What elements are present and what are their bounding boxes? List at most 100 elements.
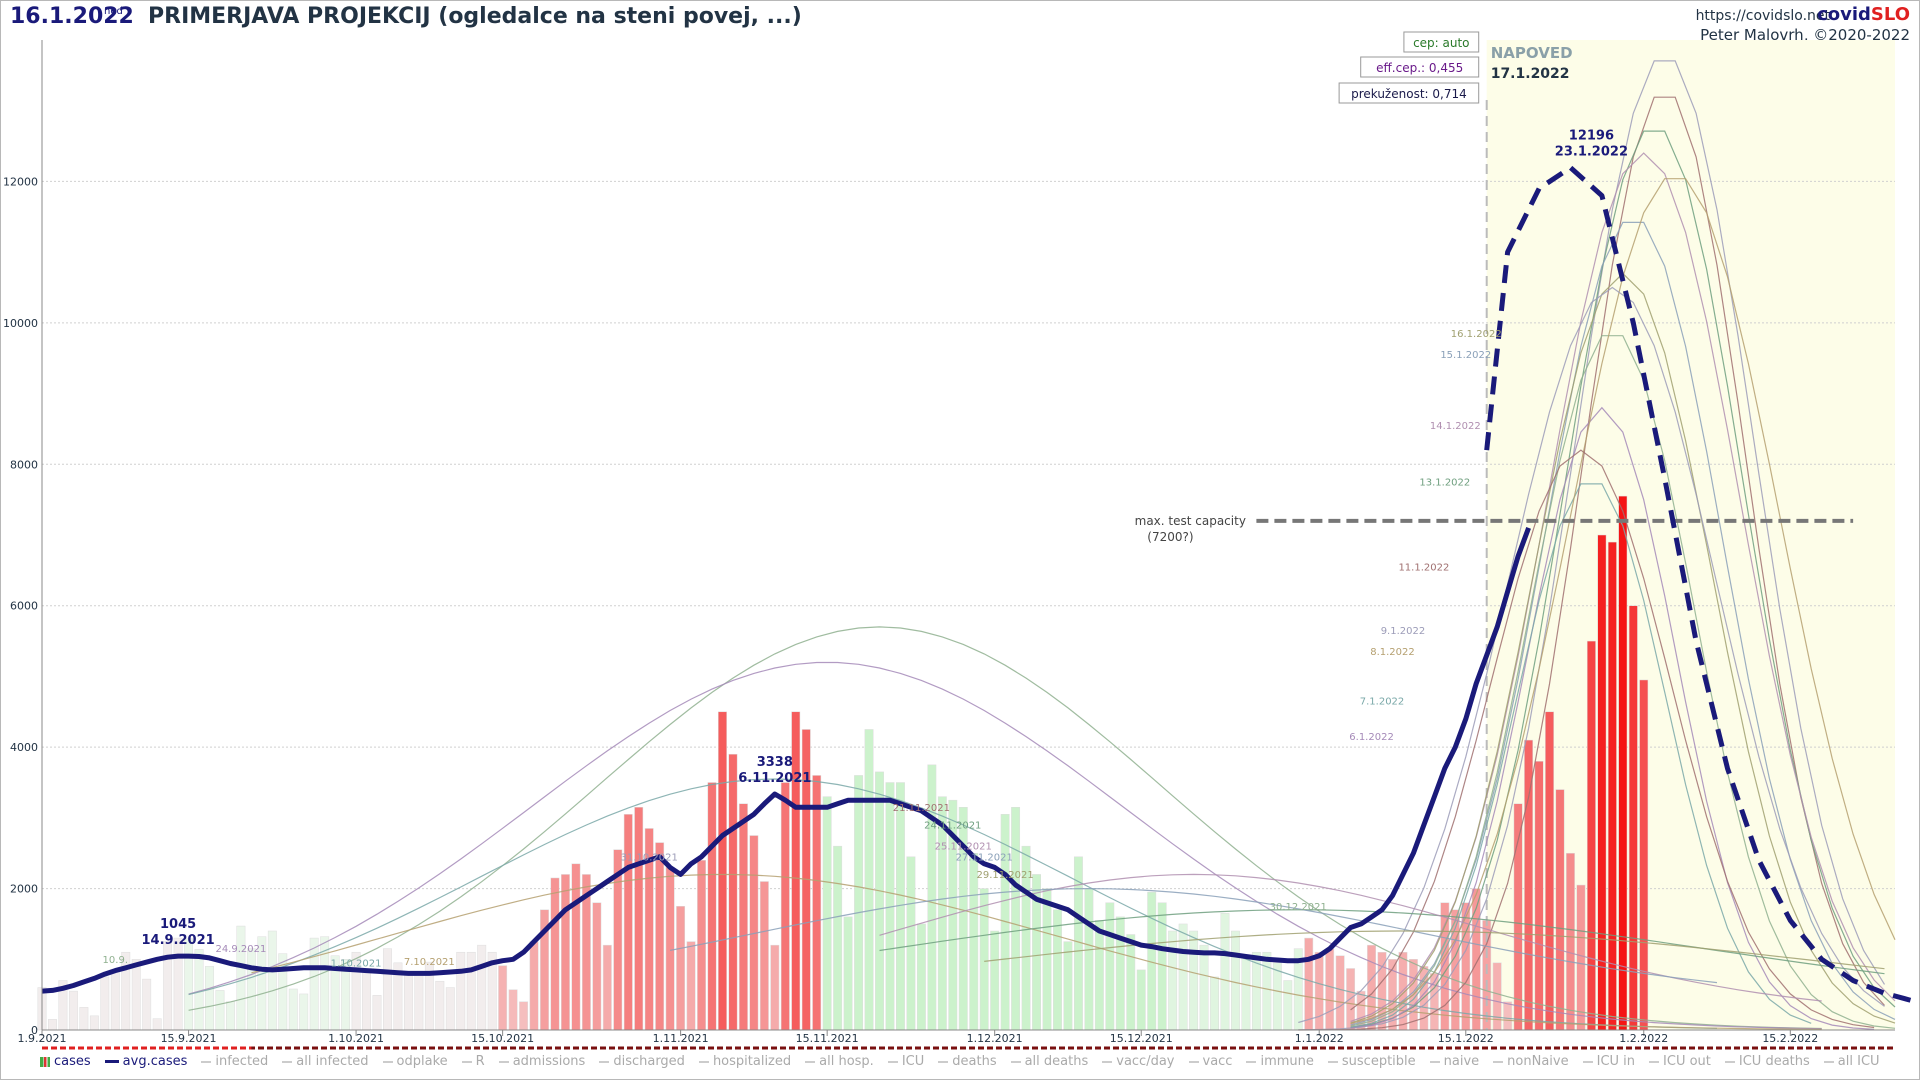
legend-swatch — [498, 1060, 509, 1063]
projection-date-label: 27.11.2021 — [956, 852, 1013, 863]
legend-item[interactable]: odplake — [382, 1054, 448, 1069]
legend-swatch — [1823, 1060, 1834, 1063]
daily-cases-bar — [1555, 789, 1565, 1031]
projection-date-label: 29.11.2021 — [977, 870, 1034, 881]
legend-swatch — [805, 1060, 816, 1063]
daily-cases-bar — [68, 990, 78, 1031]
projection-curve — [1350, 221, 1896, 1026]
legend-item[interactable]: ICU in — [1582, 1054, 1635, 1069]
daily-cases-bar — [1178, 923, 1188, 1031]
daily-cases-bar — [916, 923, 926, 1031]
legend-swatch — [1493, 1060, 1504, 1063]
daily-cases-bar — [1053, 909, 1062, 1031]
forecast-line — [1484, 165, 1917, 1005]
daily-cases-bar — [1503, 1001, 1513, 1031]
site-url[interactable]: https://covidslo.net — [1695, 8, 1830, 24]
projection-date-label: 9.1.2022 — [1381, 626, 1426, 637]
legend-item[interactable]: ICU out — [1649, 1054, 1711, 1069]
brand-part-b: SLO — [1870, 4, 1910, 25]
x-tick-label: 15.2.2022 — [1762, 1032, 1818, 1045]
daily-cases-bar — [728, 753, 738, 1031]
daily-cases-bar — [1576, 884, 1586, 1031]
param-cep-box-text: cep: auto — [1413, 36, 1469, 50]
projection-curve — [188, 778, 1718, 1029]
legend-label: all ICU — [1837, 1054, 1880, 1069]
x-tick-label: 15.9.2021 — [161, 1032, 217, 1045]
legend-label: avg.cases — [122, 1054, 188, 1069]
projection-date-label: 30.12.2021 — [1270, 902, 1327, 913]
legend-item[interactable]: infected — [201, 1054, 268, 1069]
legend-label: nonNaive — [1507, 1054, 1569, 1069]
projection-curve — [188, 661, 1822, 1030]
legend-item[interactable]: discharged — [599, 1054, 685, 1069]
legend-item[interactable]: all infected — [282, 1054, 369, 1069]
daily-cases-bar — [686, 941, 696, 1031]
daily-cases-bar — [707, 782, 717, 1031]
projection-curve — [188, 626, 1822, 1030]
projection-date-label: 7.1.2022 — [1360, 697, 1405, 708]
daily-cases-bar — [623, 814, 633, 1031]
forecast-date: 17.1.2022 — [1491, 66, 1570, 82]
daily-cases-bar — [529, 941, 539, 1031]
legend-item[interactable]: R — [461, 1054, 485, 1069]
projection-date-label: 1.10.2021 — [331, 958, 382, 969]
param-eff-cep-box-text: eff.cep.: 0,455 — [1376, 61, 1463, 75]
daily-cases-bar — [550, 877, 560, 1031]
legend-swatch — [201, 1060, 212, 1063]
daily-cases-bar — [1042, 888, 1052, 1031]
legend-item[interactable]: susceptible — [1327, 1054, 1416, 1069]
daily-cases-bar — [602, 944, 612, 1031]
legend-item[interactable]: cases — [40, 1054, 91, 1069]
daily-cases-bar — [780, 782, 790, 1031]
x-tick-label: 1.10.2021 — [328, 1032, 384, 1045]
legend-item[interactable]: ICU deaths — [1724, 1054, 1810, 1069]
brand-part-a: covid — [1817, 4, 1871, 25]
legend-swatch — [1327, 1060, 1338, 1063]
daily-cases-bar — [131, 959, 141, 1031]
legend: cases avg.cases infected all infected odplak… — [40, 1054, 1894, 1069]
legend-item[interactable]: admissions — [498, 1054, 585, 1069]
legend-item[interactable]: all deaths — [1010, 1054, 1088, 1069]
daily-cases-bar — [864, 729, 874, 1031]
legend-item[interactable]: vacc/day — [1102, 1054, 1175, 1069]
legend-swatch — [938, 1060, 949, 1063]
legend-item[interactable]: avg.cases — [104, 1054, 188, 1069]
legend-item[interactable]: ICU — [887, 1054, 924, 1069]
daily-cases-bar — [1272, 962, 1282, 1031]
legend-item[interactable]: all hosp. — [805, 1054, 874, 1069]
projection-date-label: 24.9.2021 — [215, 944, 266, 955]
daily-cases-bar — [937, 796, 947, 1031]
projection-curve — [1350, 449, 1875, 1029]
projection-curve — [251, 873, 1822, 1030]
daily-cases-bar — [477, 944, 487, 1031]
legend-swatch — [40, 1056, 50, 1067]
daily-cases-bar — [362, 971, 371, 1031]
legend-item[interactable]: vacc — [1188, 1054, 1232, 1069]
legend-item[interactable]: nonNaive — [1493, 1054, 1569, 1069]
author-credit: Peter Malovrh, ©2020-2022 — [1700, 26, 1910, 44]
legend-item[interactable]: naive — [1429, 1054, 1479, 1069]
daily-cases-bar — [1220, 913, 1230, 1031]
brand-logo: covidSLO — [1817, 4, 1910, 25]
daily-cases-bar — [833, 845, 843, 1031]
daily-cases-bar — [1210, 976, 1219, 1031]
projection-date-label: 6.1.2022 — [1349, 732, 1394, 743]
legend-label: deaths — [952, 1054, 997, 1069]
daily-cases-bar — [1335, 955, 1345, 1031]
projection-date-label: 14.1.2022 — [1430, 421, 1481, 432]
legend-swatch — [1429, 1060, 1440, 1063]
daily-cases-bar — [770, 944, 780, 1031]
legend-item[interactable]: immune — [1246, 1054, 1314, 1069]
report-date: 16.1.2022 — [10, 4, 134, 29]
daily-cases-bar — [1513, 803, 1523, 1031]
x-tick-label: 15.1.2022 — [1438, 1032, 1494, 1045]
legend-item[interactable]: all ICU — [1823, 1054, 1880, 1069]
legend-item[interactable]: deaths — [938, 1054, 997, 1069]
daily-cases-bar — [498, 965, 508, 1031]
legend-label: vacc/day — [1116, 1054, 1175, 1069]
legend-swatch — [1724, 1060, 1735, 1063]
x-tick-label: 15.10.2021 — [471, 1032, 534, 1045]
projection-curve — [1350, 406, 1875, 1030]
legend-item[interactable]: hospitalized — [698, 1054, 791, 1069]
projection-date-label: 10.9. — [103, 955, 128, 966]
